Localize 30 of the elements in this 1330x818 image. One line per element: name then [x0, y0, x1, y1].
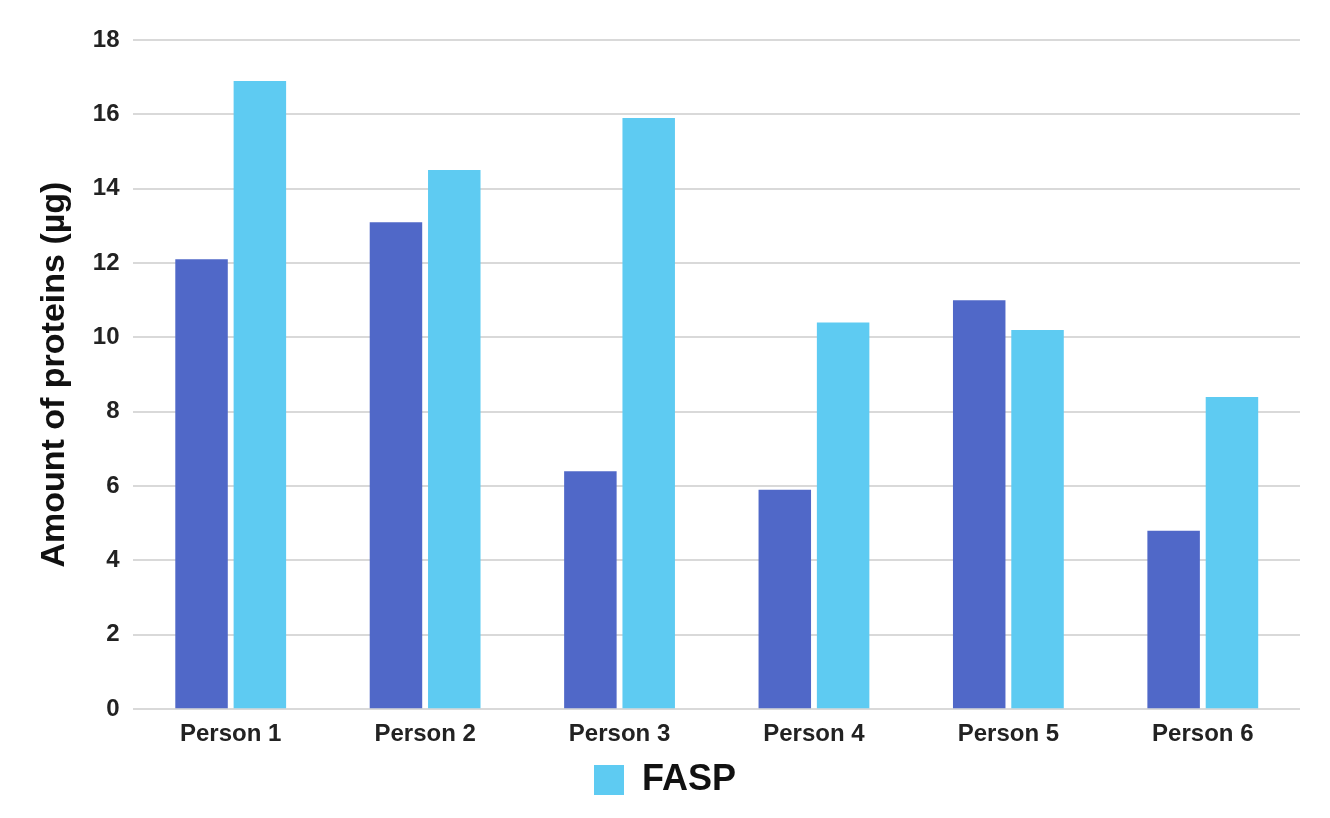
bar: [816, 322, 870, 709]
bar: [369, 222, 423, 709]
y-tick-label: 16: [92, 98, 120, 126]
legend-label: FASP: [641, 756, 737, 798]
bar: [175, 259, 228, 709]
bar: [233, 80, 287, 709]
bar: [758, 489, 812, 709]
x-tick-label: Person 3: [568, 719, 671, 747]
y-tick-label: 2: [106, 619, 120, 647]
bar: [622, 118, 675, 709]
bar: [564, 471, 617, 709]
x-tick-label: Person 6: [1152, 719, 1254, 747]
x-tick-label: Person 5: [957, 719, 1060, 747]
x-tick-label: Person 1: [180, 719, 282, 747]
x-tick-label: Person 4: [763, 719, 866, 747]
y-tick-label: 12: [92, 247, 120, 275]
bar: [1205, 396, 1259, 709]
y-tick-label: 10: [92, 322, 120, 350]
x-tick-label: Person 2: [374, 719, 476, 747]
y-tick-label: 14: [92, 173, 121, 201]
y-tick-label: 8: [106, 396, 120, 424]
y-tick-label: 4: [106, 545, 121, 573]
bar: [1011, 329, 1064, 709]
y-axis-title: Amount of proteins (µg): [32, 181, 71, 568]
bar: [952, 300, 1006, 709]
bar: [1147, 530, 1200, 709]
y-tick-label: 18: [92, 24, 120, 52]
y-tick-label: 0: [106, 693, 120, 721]
bar: [428, 170, 481, 709]
y-tick-label: 6: [106, 470, 120, 498]
